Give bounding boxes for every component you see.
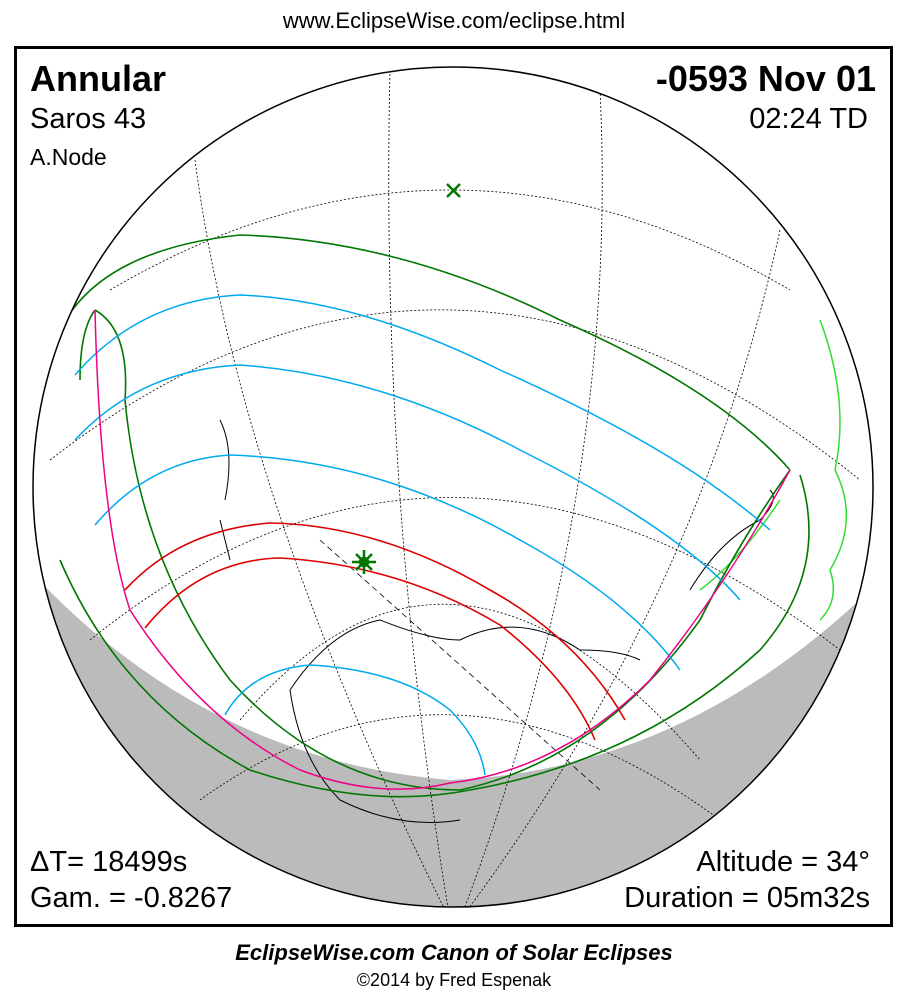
central-path	[124, 522, 626, 741]
land-highlight	[819, 319, 848, 621]
node-label: A.Node	[30, 144, 107, 170]
map-frame	[14, 46, 893, 927]
eclipse-time: 02:24 TD	[749, 103, 868, 135]
axis-line	[319, 539, 601, 791]
gamma: Gam. = -0.8267	[30, 882, 233, 914]
greatest-eclipse-star-icon	[352, 550, 376, 574]
globe	[33, 67, 873, 907]
saros-number: Saros 43	[30, 103, 147, 135]
sub-solar-point-icon	[446, 183, 461, 198]
copyright: ©2014 by Fred Espenak	[356, 970, 552, 990]
eclipse-date: -0593 Nov 01	[655, 58, 876, 99]
globe-outline	[32, 66, 874, 908]
sun-altitude: Altitude = 34°	[696, 846, 870, 878]
central-duration: Duration = 05m32s	[624, 882, 870, 914]
magnitude-lines	[74, 294, 771, 776]
penumbra-limits	[59, 234, 810, 798]
footer-title: EclipseWise.com Canon of Solar Eclipses	[235, 940, 673, 965]
rise-set-limits	[94, 309, 791, 790]
delta-t: ΔT= 18499s	[30, 846, 188, 878]
source-url: www.EclipseWise.com/eclipse.html	[282, 8, 626, 33]
eclipse-type: Annular	[30, 58, 167, 99]
